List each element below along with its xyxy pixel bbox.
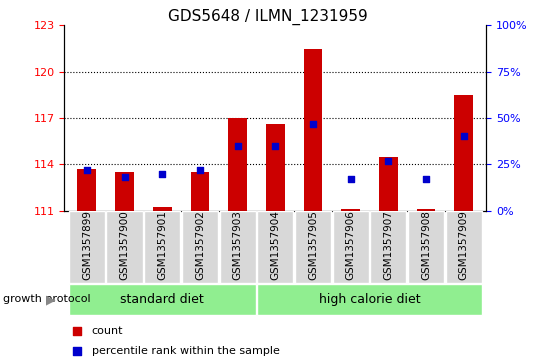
- Point: [120, 174, 129, 180]
- Bar: [115, 172, 134, 211]
- Bar: [220, 211, 255, 283]
- Text: GSM1357899: GSM1357899: [82, 211, 92, 280]
- Point: [346, 176, 355, 182]
- Text: GSM1357907: GSM1357907: [383, 211, 394, 280]
- Text: GSM1357904: GSM1357904: [271, 211, 280, 280]
- Text: GDS5648 / ILMN_1231959: GDS5648 / ILMN_1231959: [168, 9, 368, 25]
- Text: GSM1357906: GSM1357906: [345, 211, 356, 280]
- Text: GSM1357900: GSM1357900: [120, 211, 130, 280]
- Bar: [78, 169, 96, 211]
- Text: GSM1357902: GSM1357902: [195, 211, 205, 280]
- Bar: [333, 211, 369, 283]
- Point: [233, 143, 242, 149]
- Point: [459, 134, 468, 139]
- Point: [73, 328, 82, 334]
- Bar: [191, 172, 210, 211]
- Point: [73, 348, 82, 354]
- Point: [82, 167, 91, 173]
- Bar: [153, 207, 172, 211]
- Bar: [454, 95, 473, 211]
- Point: [271, 143, 280, 149]
- Bar: [144, 211, 181, 283]
- Bar: [295, 211, 331, 283]
- Bar: [416, 209, 435, 211]
- Text: high calorie diet: high calorie diet: [319, 293, 420, 306]
- Text: GSM1357905: GSM1357905: [308, 211, 318, 280]
- Bar: [379, 156, 398, 211]
- Point: [421, 176, 430, 182]
- Bar: [106, 211, 143, 283]
- Bar: [257, 284, 482, 315]
- Bar: [266, 124, 285, 211]
- Bar: [69, 211, 105, 283]
- Bar: [69, 284, 255, 315]
- Point: [384, 158, 393, 163]
- Text: GSM1357903: GSM1357903: [233, 211, 243, 280]
- Point: [196, 167, 205, 173]
- Bar: [446, 211, 482, 283]
- Text: ▶: ▶: [46, 293, 56, 306]
- Point: [309, 121, 318, 126]
- Point: [158, 171, 167, 176]
- Bar: [257, 211, 293, 283]
- Bar: [182, 211, 218, 283]
- Text: growth protocol: growth protocol: [3, 294, 91, 305]
- Bar: [370, 211, 406, 283]
- Text: standard diet: standard diet: [120, 293, 204, 306]
- Text: GSM1357909: GSM1357909: [459, 211, 468, 280]
- Text: GSM1357908: GSM1357908: [421, 211, 431, 280]
- Bar: [408, 211, 444, 283]
- Text: percentile rank within the sample: percentile rank within the sample: [92, 346, 280, 356]
- Bar: [304, 49, 323, 211]
- Text: count: count: [92, 326, 123, 336]
- Text: GSM1357901: GSM1357901: [157, 211, 167, 280]
- Bar: [341, 209, 360, 211]
- Bar: [228, 118, 247, 211]
